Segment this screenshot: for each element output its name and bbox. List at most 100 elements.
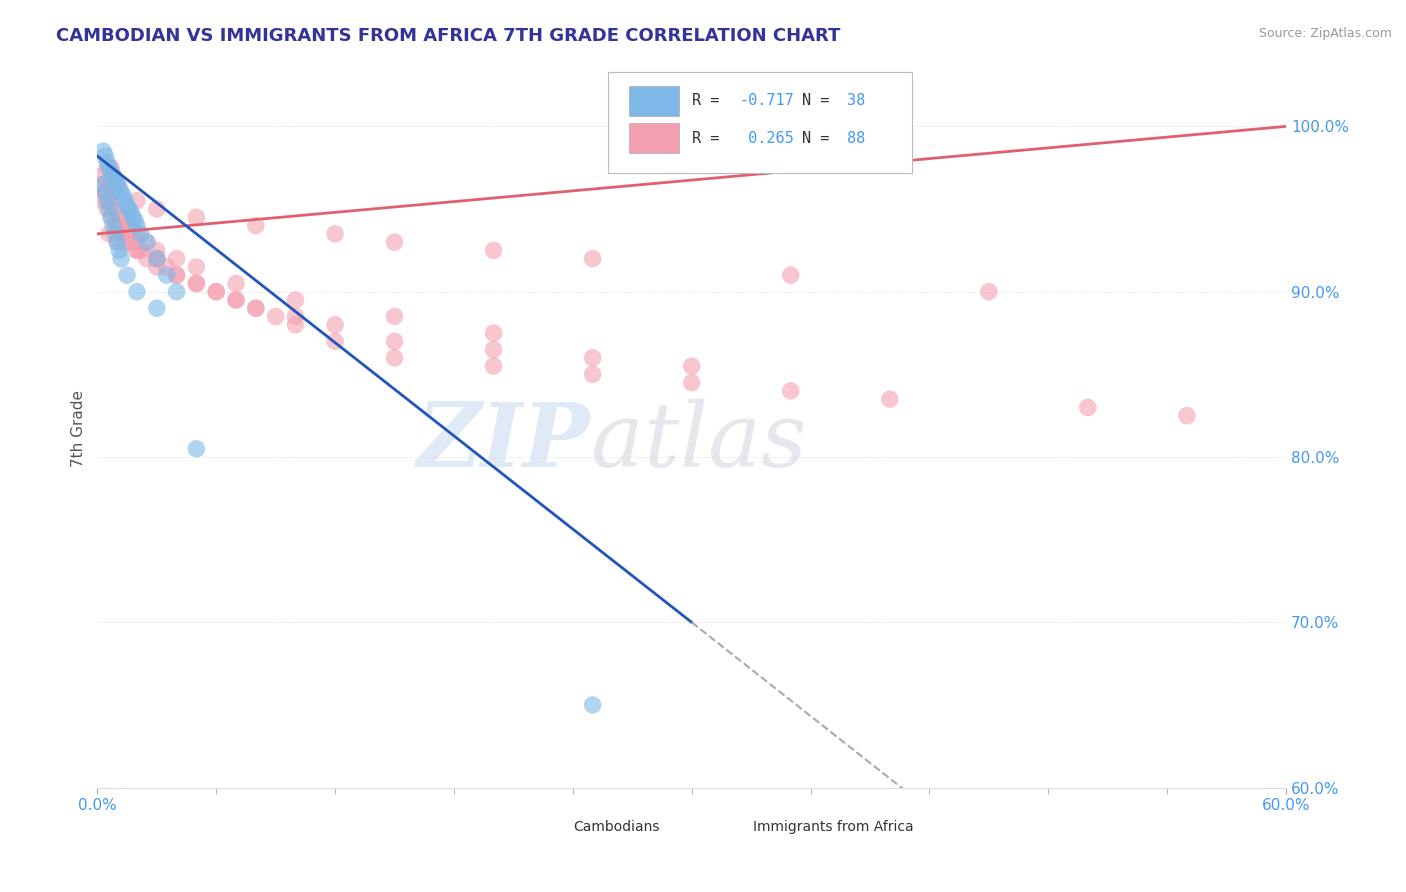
- Text: 38: 38: [848, 94, 866, 109]
- Point: [129, 244, 152, 258]
- Point: [98, 194, 121, 208]
- Point: [115, 211, 138, 225]
- Point: [104, 227, 127, 241]
- Point: [94, 186, 117, 200]
- Point: [103, 169, 125, 183]
- Point: [110, 227, 132, 241]
- Point: [103, 219, 125, 233]
- Point: [166, 268, 188, 282]
- Text: R =: R =: [692, 131, 728, 145]
- Point: [125, 194, 148, 208]
- Bar: [628, 123, 679, 153]
- Point: [94, 186, 117, 200]
- Point: [581, 351, 603, 365]
- Point: [245, 301, 267, 316]
- Point: [90, 169, 112, 183]
- Point: [91, 178, 114, 192]
- Text: Immigrants from Africa: Immigrants from Africa: [754, 820, 914, 834]
- Point: [120, 219, 142, 233]
- Point: [384, 235, 406, 249]
- Text: 88: 88: [848, 131, 866, 145]
- Point: [114, 235, 136, 249]
- Point: [96, 202, 118, 216]
- Point: [110, 186, 132, 200]
- Point: [384, 310, 406, 324]
- Point: [146, 202, 169, 216]
- Point: [105, 235, 128, 249]
- Point: [98, 178, 121, 192]
- Point: [146, 260, 169, 274]
- Point: [135, 252, 157, 266]
- Point: [98, 202, 121, 216]
- Text: N =: N =: [803, 131, 839, 145]
- Point: [105, 178, 128, 192]
- Point: [186, 277, 208, 291]
- Point: [384, 351, 406, 365]
- Point: [91, 178, 114, 192]
- Text: -0.717: -0.717: [740, 94, 794, 109]
- Point: [166, 268, 188, 282]
- Point: [225, 277, 247, 291]
- Point: [91, 194, 114, 208]
- Text: 0.265: 0.265: [740, 131, 794, 145]
- Point: [96, 155, 118, 169]
- Point: [96, 194, 118, 208]
- Point: [115, 235, 138, 249]
- Point: [100, 211, 122, 225]
- Point: [323, 227, 346, 241]
- Point: [156, 260, 179, 274]
- Point: [100, 166, 122, 180]
- Point: [681, 359, 703, 373]
- Point: [156, 268, 179, 282]
- Point: [205, 285, 228, 299]
- Point: [108, 219, 131, 233]
- Point: [129, 227, 152, 241]
- Point: [108, 180, 131, 194]
- Point: [125, 285, 148, 299]
- Point: [98, 161, 121, 175]
- Point: [581, 252, 603, 266]
- Point: [125, 235, 148, 249]
- Point: [108, 244, 131, 258]
- Text: ZIP: ZIP: [418, 400, 591, 486]
- Point: [284, 293, 307, 307]
- Y-axis label: 7th Grade: 7th Grade: [72, 390, 86, 467]
- Point: [96, 161, 118, 175]
- Point: [135, 235, 157, 249]
- Point: [482, 343, 505, 357]
- Point: [104, 172, 127, 186]
- Point: [98, 227, 121, 241]
- Point: [103, 202, 125, 216]
- Point: [114, 194, 136, 208]
- Point: [105, 219, 128, 233]
- Point: [105, 235, 128, 249]
- Point: [100, 211, 122, 225]
- Point: [124, 213, 146, 227]
- Point: [146, 252, 169, 266]
- Point: [146, 252, 169, 266]
- Point: [1077, 401, 1099, 415]
- Text: CAMBODIAN VS IMMIGRANTS FROM AFRICA 7TH GRADE CORRELATION CHART: CAMBODIAN VS IMMIGRANTS FROM AFRICA 7TH …: [56, 27, 841, 45]
- Point: [115, 227, 138, 241]
- Point: [115, 199, 138, 213]
- Text: atlas: atlas: [591, 399, 807, 486]
- Point: [205, 285, 228, 299]
- Bar: [710, 817, 745, 840]
- Point: [115, 268, 138, 282]
- Point: [245, 219, 267, 233]
- Point: [105, 211, 128, 225]
- Bar: [628, 86, 679, 116]
- Point: [779, 268, 801, 282]
- Point: [323, 318, 346, 332]
- Point: [118, 202, 141, 216]
- Text: N =: N =: [803, 94, 839, 109]
- Point: [264, 310, 287, 324]
- Bar: [531, 817, 567, 840]
- Text: Source: ZipAtlas.com: Source: ZipAtlas.com: [1258, 27, 1392, 40]
- Point: [96, 194, 118, 208]
- Point: [125, 244, 148, 258]
- Text: Cambodians: Cambodians: [572, 820, 659, 834]
- Point: [879, 392, 901, 406]
- Point: [384, 334, 406, 349]
- Point: [482, 359, 505, 373]
